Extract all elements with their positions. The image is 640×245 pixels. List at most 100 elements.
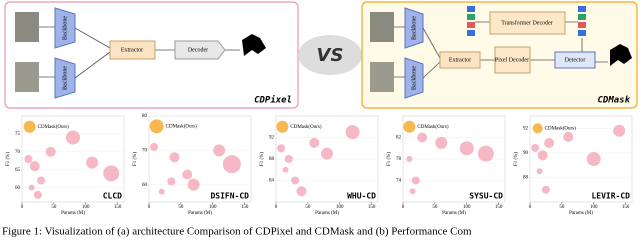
y-axis-label: F1 (%) [387,152,392,166]
bubble [537,150,548,161]
x-axis-label: Params (M) [315,211,339,216]
y-tick-label: 82 [396,136,402,141]
x-tick-label: 0 [402,205,405,210]
bubble [149,119,164,134]
bubble [411,176,420,185]
chart-title: CLCD [103,192,122,201]
bubble [406,156,413,162]
block-label: Pixel Decoder [495,57,529,63]
bubble [532,123,543,134]
bubble [222,155,241,174]
bubble [182,169,193,180]
legend-label: CDMask(Ours) [38,125,69,130]
queries [467,6,586,36]
y-axis-label: F1 (%) [514,152,519,166]
x-axis-label: Params (M) [61,211,85,216]
y-tick-label: 70 [142,149,148,154]
block-label: Backbone [62,16,68,40]
x-tick-label: 100 [336,205,344,210]
x-tick-label: 100 [590,205,598,210]
bubble [277,144,286,153]
bubble [158,188,165,195]
x-tick-label: 50 [305,205,311,210]
bubble [536,168,543,175]
x-tick-label: 150 [622,205,630,210]
bubble [291,176,300,185]
extractor [109,40,156,60]
x-tick-label: 50 [51,205,57,210]
x-axis-label: Params (M) [569,211,593,216]
block-label: Extractor [449,57,471,63]
output-mask [242,34,266,56]
arrows [39,26,240,79]
bubble [213,144,226,157]
chart-title: WHU-CD [347,192,376,201]
bubble [33,190,42,199]
block-label: Extractor [121,47,143,53]
y-tick-label: 65 [15,168,21,173]
x-tick-label: 100 [463,205,471,210]
image [370,62,394,92]
y-tick-label: 78 [396,157,402,162]
image [15,12,39,42]
block-label: Backbone [62,66,68,90]
block-label: Detector [565,57,586,63]
bubble [409,188,416,195]
y-tick-label: 70 [15,150,21,155]
panel-label: CDPixel [254,95,292,106]
bubble [284,155,293,163]
y-axis-label: F1 (%) [133,152,138,166]
x-tick-label: 100 [82,205,90,210]
bubble [296,186,307,197]
y-tick-label: 84 [269,179,275,184]
bubble [37,176,46,185]
bubble [150,142,159,151]
backbone [404,7,424,49]
bubble [86,156,99,169]
vs-text: VS [317,45,344,66]
x-axis-label: Params (M) [188,211,212,216]
bubble [477,145,494,162]
bubble [169,152,180,163]
bubble [187,178,200,191]
y-axis-label: F1 (%) [260,152,265,166]
bubble [613,124,626,137]
bubble [435,136,448,149]
x-tick-label: 150 [114,205,122,210]
x-tick-label: 150 [241,205,249,210]
y-axis-label: F1 (%) [6,152,11,166]
x-tick-label: 100 [209,205,217,210]
bubble [417,132,428,143]
bubble [459,141,474,156]
backbone [404,57,424,99]
x-tick-label: 150 [368,205,376,210]
x-tick-label: 0 [529,205,532,210]
backbone [54,57,76,99]
figure: Backbone Backbone Extractor Decoder CDPi… [2,1,638,238]
y-tick-label: 60 [15,186,21,191]
output-mask [610,44,632,66]
bubble [586,152,601,166]
block-label: Decoder [188,47,208,53]
bubble [103,165,120,182]
bubble [24,155,33,163]
pixel-decoder [494,46,531,74]
y-tick-label: 74 [396,179,402,184]
bubble [309,137,320,148]
bubble [28,184,35,191]
chart-title: LEVIR-CD [591,192,630,201]
bubble [66,130,80,145]
legend-label: CDMask(Ours) [417,125,448,130]
x-tick-label: 50 [178,205,184,210]
chart-title: DSIFN-CD [210,192,249,201]
bubble [45,146,56,157]
bubble [403,120,416,133]
image [15,62,39,92]
extractor [439,51,481,69]
bubble [541,185,550,194]
bubble [345,125,360,140]
bubble [29,161,40,172]
bubble [276,120,289,133]
x-tick-label: 0 [21,205,24,210]
panel-label: CDMask [597,96,630,106]
